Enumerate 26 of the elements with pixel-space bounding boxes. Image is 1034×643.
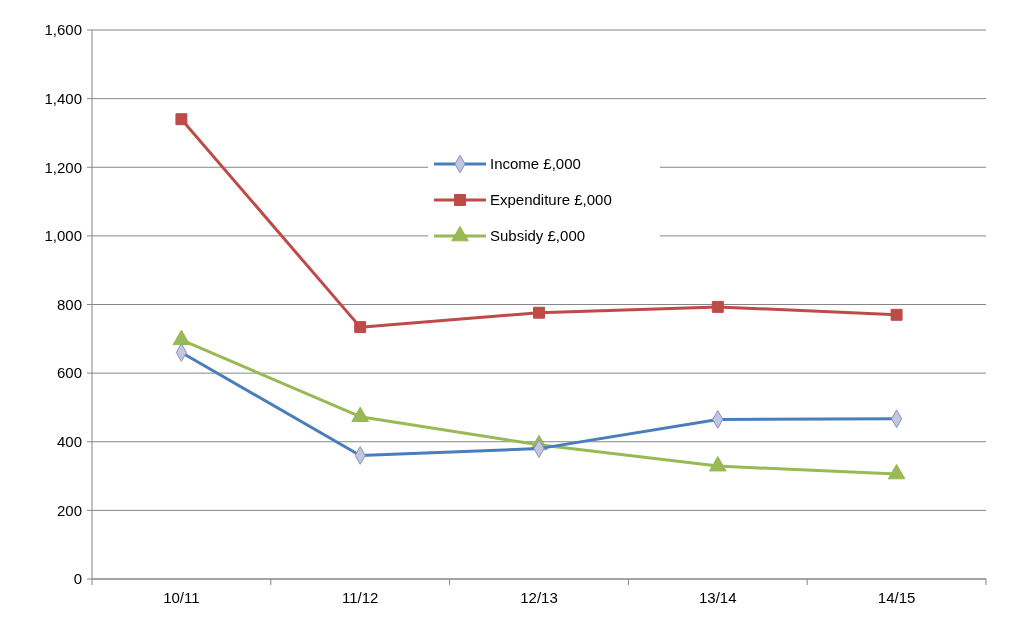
y-tick-label: 1,200 bbox=[44, 158, 82, 176]
y-tick-label: 800 bbox=[56, 295, 82, 313]
point bbox=[351, 406, 370, 423]
point bbox=[890, 308, 903, 321]
point bbox=[354, 321, 367, 334]
x-tick-label: 11/12 bbox=[341, 589, 379, 606]
point bbox=[708, 456, 727, 472]
point bbox=[533, 306, 545, 319]
y-tick-label: 1,000 bbox=[44, 227, 82, 245]
point bbox=[175, 113, 188, 126]
point bbox=[172, 329, 191, 346]
point bbox=[711, 300, 724, 313]
legend-label: Expenditure £,000 bbox=[490, 191, 612, 209]
y-tick-label: 600 bbox=[56, 364, 82, 382]
y-tick-label: 1,400 bbox=[44, 89, 82, 107]
x-tick-label: 10/11 bbox=[163, 589, 200, 606]
x-tick-label: 13/14 bbox=[699, 589, 737, 606]
x-tick-label: 14/15 bbox=[877, 589, 916, 606]
y-tick-label: 0 bbox=[73, 570, 82, 588]
legend-label: Income £,000 bbox=[490, 155, 581, 173]
y-tick-label: 400 bbox=[56, 433, 82, 450]
legend-label: Subsidy £,000 bbox=[490, 227, 586, 245]
y-tick-label: 1,600 bbox=[44, 21, 82, 39]
y-tick-label: 200 bbox=[56, 501, 82, 519]
x-tick-label: 12/13 bbox=[520, 589, 558, 606]
point bbox=[887, 463, 906, 480]
